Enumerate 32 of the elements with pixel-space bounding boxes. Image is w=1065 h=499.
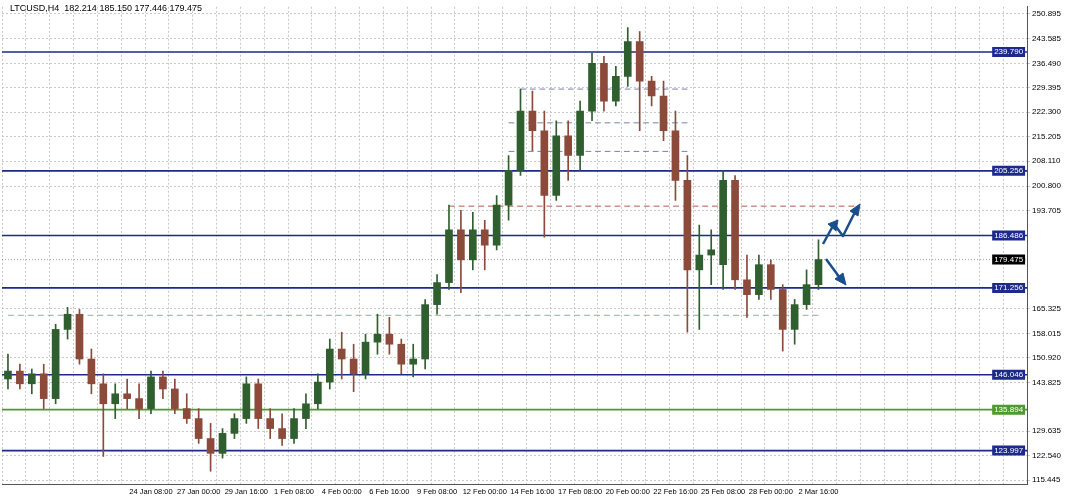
candlestick — [99, 373, 108, 457]
ref-line-label: 186.486 — [994, 230, 1024, 240]
y-tick-label: 115.445 — [1032, 475, 1061, 485]
chart-title: LTCUSD,H4 182.214 185.150 177.446 179.475 — [10, 3, 202, 13]
ref-line-label: 171.256 — [994, 283, 1024, 293]
candlestick — [337, 331, 346, 380]
y-tick-label: 222.300 — [1032, 107, 1062, 117]
candlestick — [695, 224, 704, 330]
y-tick-label: 215.205 — [1032, 131, 1062, 141]
y-tick-label: 193.705 — [1032, 205, 1062, 215]
candlestick — [123, 378, 131, 409]
y-tick-label: 165.325 — [1032, 303, 1062, 313]
ref-line-label: 239.790 — [994, 47, 1024, 57]
y-tick-label: 243.585 — [1032, 34, 1062, 44]
ref-line-label: 205.256 — [994, 166, 1024, 176]
y-tick-label: 250.895 — [1032, 8, 1062, 18]
ref-line-label: 179.475 — [994, 254, 1024, 264]
y-tick-label: 158.015 — [1032, 328, 1062, 338]
candlestick — [409, 343, 418, 378]
y-tick-label: 129.635 — [1032, 426, 1062, 436]
y-tick-label: 236.490 — [1032, 58, 1062, 68]
candlestick — [743, 254, 751, 318]
ref-line-label: 146.046 — [994, 369, 1024, 379]
y-tick-label: 200.800 — [1032, 181, 1062, 191]
ref-line-label: 123.997 — [994, 445, 1024, 455]
ref-line-label: 135.894 — [994, 404, 1024, 414]
y-tick-label: 229.395 — [1032, 82, 1062, 92]
y-tick-label: 208.110 — [1032, 156, 1061, 166]
y-tick-label: 143.825 — [1032, 377, 1062, 387]
y-tick-label: 122.540 — [1032, 450, 1062, 460]
y-tick-label: 150.920 — [1032, 353, 1062, 363]
candlestick — [4, 353, 12, 390]
